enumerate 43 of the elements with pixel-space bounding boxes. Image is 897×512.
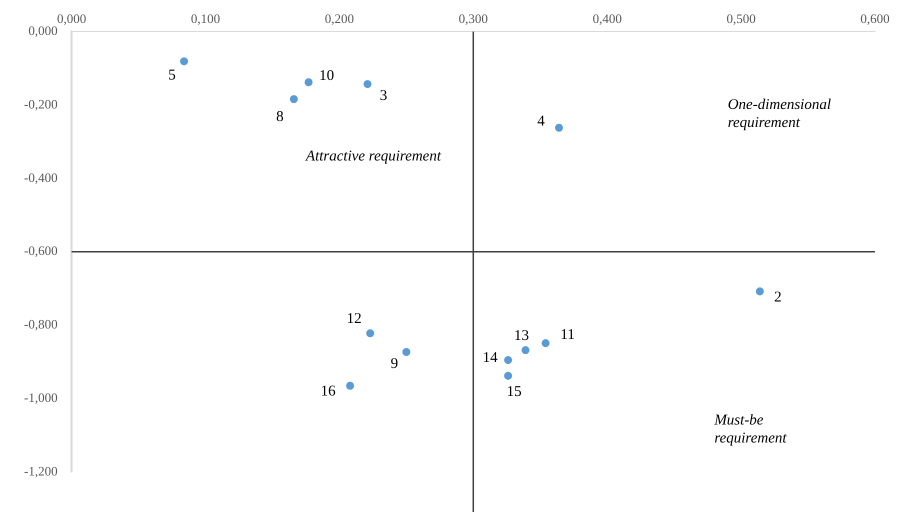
point xyxy=(402,348,410,356)
point xyxy=(756,287,764,296)
point xyxy=(542,339,550,348)
point xyxy=(304,78,313,86)
x-tick-label: 0,600 xyxy=(860,11,890,26)
annotation: 12 xyxy=(346,311,362,328)
point xyxy=(554,124,563,132)
y-tick-label: -0,600 xyxy=(24,243,58,258)
point xyxy=(522,346,530,354)
annotation: 4 xyxy=(537,114,546,130)
y-tick-label: -0,200 xyxy=(24,96,58,112)
annotation: 13 xyxy=(514,328,530,344)
point xyxy=(504,356,512,364)
annotation: 3 xyxy=(380,88,388,104)
annotation: 16 xyxy=(320,384,336,400)
point xyxy=(346,382,354,390)
x-tick-label: 0,300 xyxy=(458,11,488,26)
annotation: 8 xyxy=(276,109,284,126)
annotation: 15 xyxy=(506,384,522,400)
point xyxy=(504,372,512,380)
y-tick-label: -0,400 xyxy=(24,170,58,185)
annotation: 9 xyxy=(390,356,398,372)
annotation: Attractive requirement xyxy=(304,148,442,164)
annotation: 11 xyxy=(560,327,575,344)
annotation: Must-be requirement xyxy=(713,412,788,447)
point xyxy=(364,80,372,88)
y-tick-label: 0,000 xyxy=(28,23,58,38)
point xyxy=(180,57,188,66)
x-tick-label: 0,100 xyxy=(190,11,220,26)
x-tick-label: 0,200 xyxy=(324,11,354,26)
point xyxy=(290,95,298,104)
y-tick-label: -0,800 xyxy=(24,316,58,332)
x-tick-label: 0,500 xyxy=(726,11,756,26)
annotation: 10 xyxy=(319,68,334,84)
y-tick-label: -1,000 xyxy=(24,390,58,406)
x-tick-label: 0,000 xyxy=(56,11,86,26)
annotation: 5 xyxy=(168,67,176,84)
y-tick-label: -1,200 xyxy=(24,463,58,478)
x-tick-label: 0,400 xyxy=(592,11,622,26)
annotation: 2 xyxy=(774,289,782,306)
annotation: One-dimensional requirement xyxy=(728,96,832,131)
point xyxy=(366,329,374,338)
annotation: 14 xyxy=(482,350,498,366)
